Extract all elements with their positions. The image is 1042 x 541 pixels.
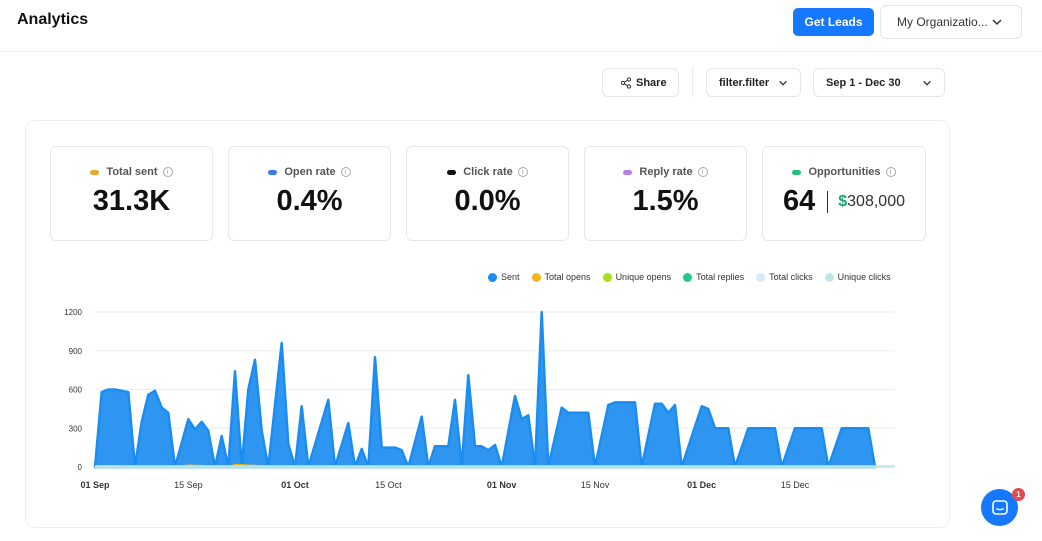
stat-value: 0.4% [276, 185, 343, 217]
currency-symbol: $ [838, 192, 848, 210]
legend-item[interactable]: Sent [488, 272, 520, 282]
notification-badge: 1 [1012, 488, 1025, 501]
page-title: Analytics [17, 11, 89, 28]
info-icon[interactable]: i [517, 167, 528, 177]
stat-click-rate: Click rate i 0.0% [406, 146, 569, 241]
legend-item[interactable]: Total clicks [756, 272, 813, 282]
click-rate-dot [447, 169, 457, 175]
reply-rate-dot [623, 169, 633, 175]
info-icon[interactable]: i [697, 167, 708, 177]
x-tick-label: 01 Nov [487, 480, 517, 490]
series-sent [93, 310, 877, 469]
divider [827, 190, 829, 213]
y-tick-label: 0 [78, 463, 83, 472]
stat-label: Reply rate [639, 166, 693, 178]
opportunity-value: $308,000 [838, 193, 905, 211]
stat-value: 64 [782, 185, 816, 217]
date-range-dropdown[interactable]: Sep 1 - Dec 30 [813, 68, 945, 97]
info-icon[interactable]: i [885, 167, 896, 177]
chat-launcher-button[interactable] [981, 489, 1018, 526]
share-icon [620, 76, 632, 89]
chart-legend: Sent Total opens Unique opens Total repl… [488, 272, 903, 282]
stat-value: 31.3K [92, 185, 171, 217]
filter-dropdown[interactable]: filter.filter [706, 68, 801, 97]
sent-area-chart: 0 300 600 900 1200 01 Sep 15 Sep 01 Oct 15 Oct 01… [64, 308, 895, 490]
stat-total-sent: Total sent i 31.3K [50, 146, 213, 241]
chevron-down-icon [779, 80, 787, 86]
x-tick-label: 01 Sep [80, 480, 110, 490]
y-tick-label: 600 [69, 386, 83, 395]
x-tick-label: 15 Oct [375, 480, 402, 490]
x-tick-label: 01 Dec [687, 480, 716, 490]
opportunity-amount: 308,000 [847, 192, 905, 210]
legend-item[interactable]: Total opens [531, 272, 591, 282]
legend-item[interactable]: Unique clicks [824, 272, 891, 282]
x-tick-label: 01 Oct [281, 480, 309, 490]
info-icon[interactable]: i [340, 167, 351, 177]
stat-value: 0.0% [454, 185, 521, 217]
chevron-down-icon [992, 19, 1002, 26]
stat-label: Total sent [106, 166, 158, 178]
legend-item[interactable]: Unique opens [602, 272, 671, 282]
baseline-band [95, 465, 895, 468]
y-tick-label: 300 [69, 424, 83, 433]
stat-label: Opportunities [808, 166, 881, 178]
stat-open-rate: Open rate i 0.4% [228, 146, 391, 241]
chevron-down-icon [923, 80, 931, 86]
stat-label: Click rate [463, 166, 513, 178]
top-bar: Analytics Get Leads My Organizatio... [0, 0, 1042, 52]
x-tick-label: 15 Dec [781, 480, 810, 490]
stat-opportunities: Opportunities i 64 $308,000 [762, 146, 926, 241]
stat-label: Open rate [284, 166, 336, 178]
y-tick-label: 1200 [64, 308, 82, 317]
x-tick-label: 15 Sep [174, 480, 203, 490]
stat-reply-rate: Reply rate i 1.5% [584, 146, 747, 241]
date-range-label: Sep 1 - Dec 30 [826, 76, 901, 89]
open-rate-dot [268, 169, 278, 175]
stat-value: 1.5% [632, 185, 699, 217]
info-icon[interactable]: i [162, 167, 173, 177]
filter-label: filter.filter [719, 76, 770, 89]
get-leads-button[interactable]: Get Leads [793, 8, 874, 36]
y-tick-label: 900 [69, 347, 83, 356]
toolbar-divider [692, 68, 693, 97]
opportunities-dot [792, 169, 802, 175]
share-label: Share [636, 76, 667, 89]
chat-icon [991, 499, 1008, 515]
organization-select-label: My Organizatio... [897, 15, 988, 29]
legend-item[interactable]: Total replies [683, 272, 744, 282]
x-tick-label: 15 Nov [581, 480, 610, 490]
organization-select[interactable]: My Organizatio... [880, 5, 1022, 39]
share-button[interactable]: Share [602, 68, 679, 97]
total-sent-dot [90, 169, 100, 175]
